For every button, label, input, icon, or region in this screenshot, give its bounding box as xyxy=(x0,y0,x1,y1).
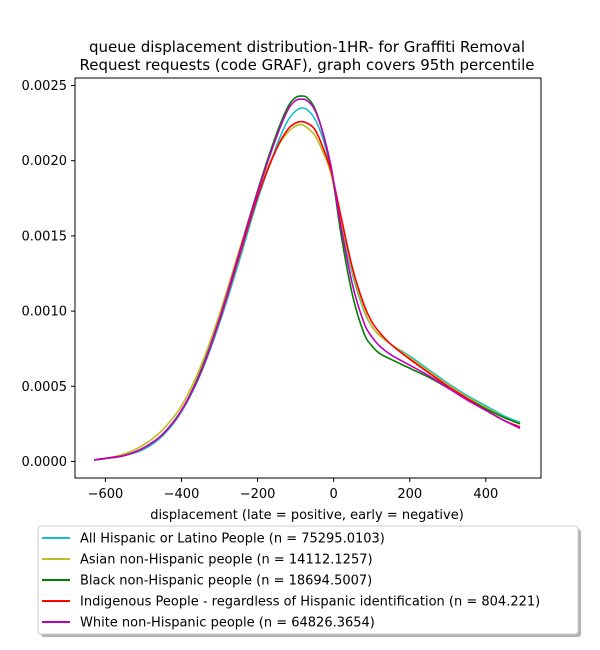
chart-title-line-2: Request requests (code GRAF), graph cove… xyxy=(79,56,534,74)
legend: All Hispanic or Latino People (n = 75295… xyxy=(37,525,581,637)
x-axis-label: displacement (late = positive, early = n… xyxy=(150,508,464,523)
series-line-4 xyxy=(93,120,521,461)
y-tick-label: 0.0000 xyxy=(22,455,68,470)
plot-lines xyxy=(93,95,521,461)
y-tick-label: 0.0020 xyxy=(22,154,68,169)
y-tick-label: 0.0025 xyxy=(22,79,68,94)
y-tick-label: 0.0010 xyxy=(22,305,68,320)
series-line-5 xyxy=(93,98,521,461)
x-tick-label: 200 xyxy=(397,487,422,502)
chart-title: queue displacement distribution-1HR- for… xyxy=(79,38,534,74)
legend-label-4: Indigenous People - regardless of Hispan… xyxy=(80,595,540,610)
series-line-2 xyxy=(93,123,521,461)
x-tick-label: −200 xyxy=(240,487,276,502)
y-tick-label: 0.0015 xyxy=(22,229,68,244)
x-axis-ticks: −600 −400 −200 0 200 400 xyxy=(88,478,498,502)
legend-label-1: All Hispanic or Latino People (n = 75295… xyxy=(80,532,385,547)
chart-title-line-1: queue displacement distribution-1HR- for… xyxy=(89,38,525,56)
x-tick-label: −400 xyxy=(164,487,200,502)
y-tick-label: 0.0005 xyxy=(22,380,68,395)
x-tick-label: 0 xyxy=(330,487,338,502)
series-line-3 xyxy=(93,95,521,461)
series-line-1 xyxy=(93,107,521,461)
legend-label-2: Asian non-Hispanic people (n = 14112.125… xyxy=(80,553,373,568)
x-tick-label: −600 xyxy=(88,487,124,502)
legend-box xyxy=(37,525,579,635)
legend-label-5: White non-Hispanic people (n = 64826.365… xyxy=(80,616,375,631)
legend-label-3: Black non-Hispanic people (n = 18694.500… xyxy=(80,574,372,589)
x-tick-label: 400 xyxy=(473,487,498,502)
plot-area-frame xyxy=(74,77,542,479)
y-axis-ticks: 0.0000 0.0005 0.0010 0.0015 0.0020 0.0025 xyxy=(22,79,75,470)
